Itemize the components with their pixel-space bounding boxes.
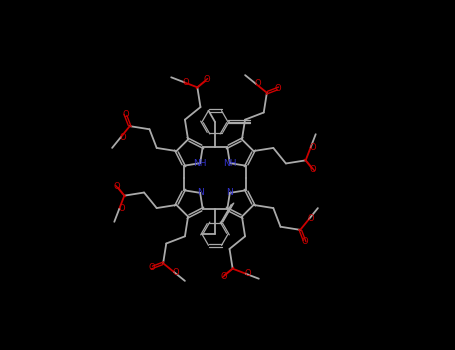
Text: O: O — [309, 143, 316, 152]
Text: NH: NH — [193, 159, 207, 168]
Text: O: O — [301, 237, 308, 246]
Text: O: O — [203, 75, 210, 84]
Text: O: O — [220, 272, 227, 281]
Text: O: O — [308, 215, 314, 224]
Text: O: O — [149, 263, 155, 272]
Text: O: O — [183, 78, 190, 87]
Text: O: O — [173, 267, 179, 276]
Text: O: O — [113, 182, 120, 191]
Text: O: O — [122, 111, 129, 119]
Text: N: N — [227, 188, 233, 197]
Text: O: O — [244, 269, 251, 278]
Text: O: O — [118, 204, 125, 213]
Text: O: O — [275, 84, 281, 93]
Text: O: O — [310, 165, 317, 174]
Text: NH: NH — [223, 159, 237, 168]
Text: O: O — [120, 133, 126, 141]
Text: N: N — [197, 188, 203, 197]
Text: O: O — [255, 79, 261, 89]
